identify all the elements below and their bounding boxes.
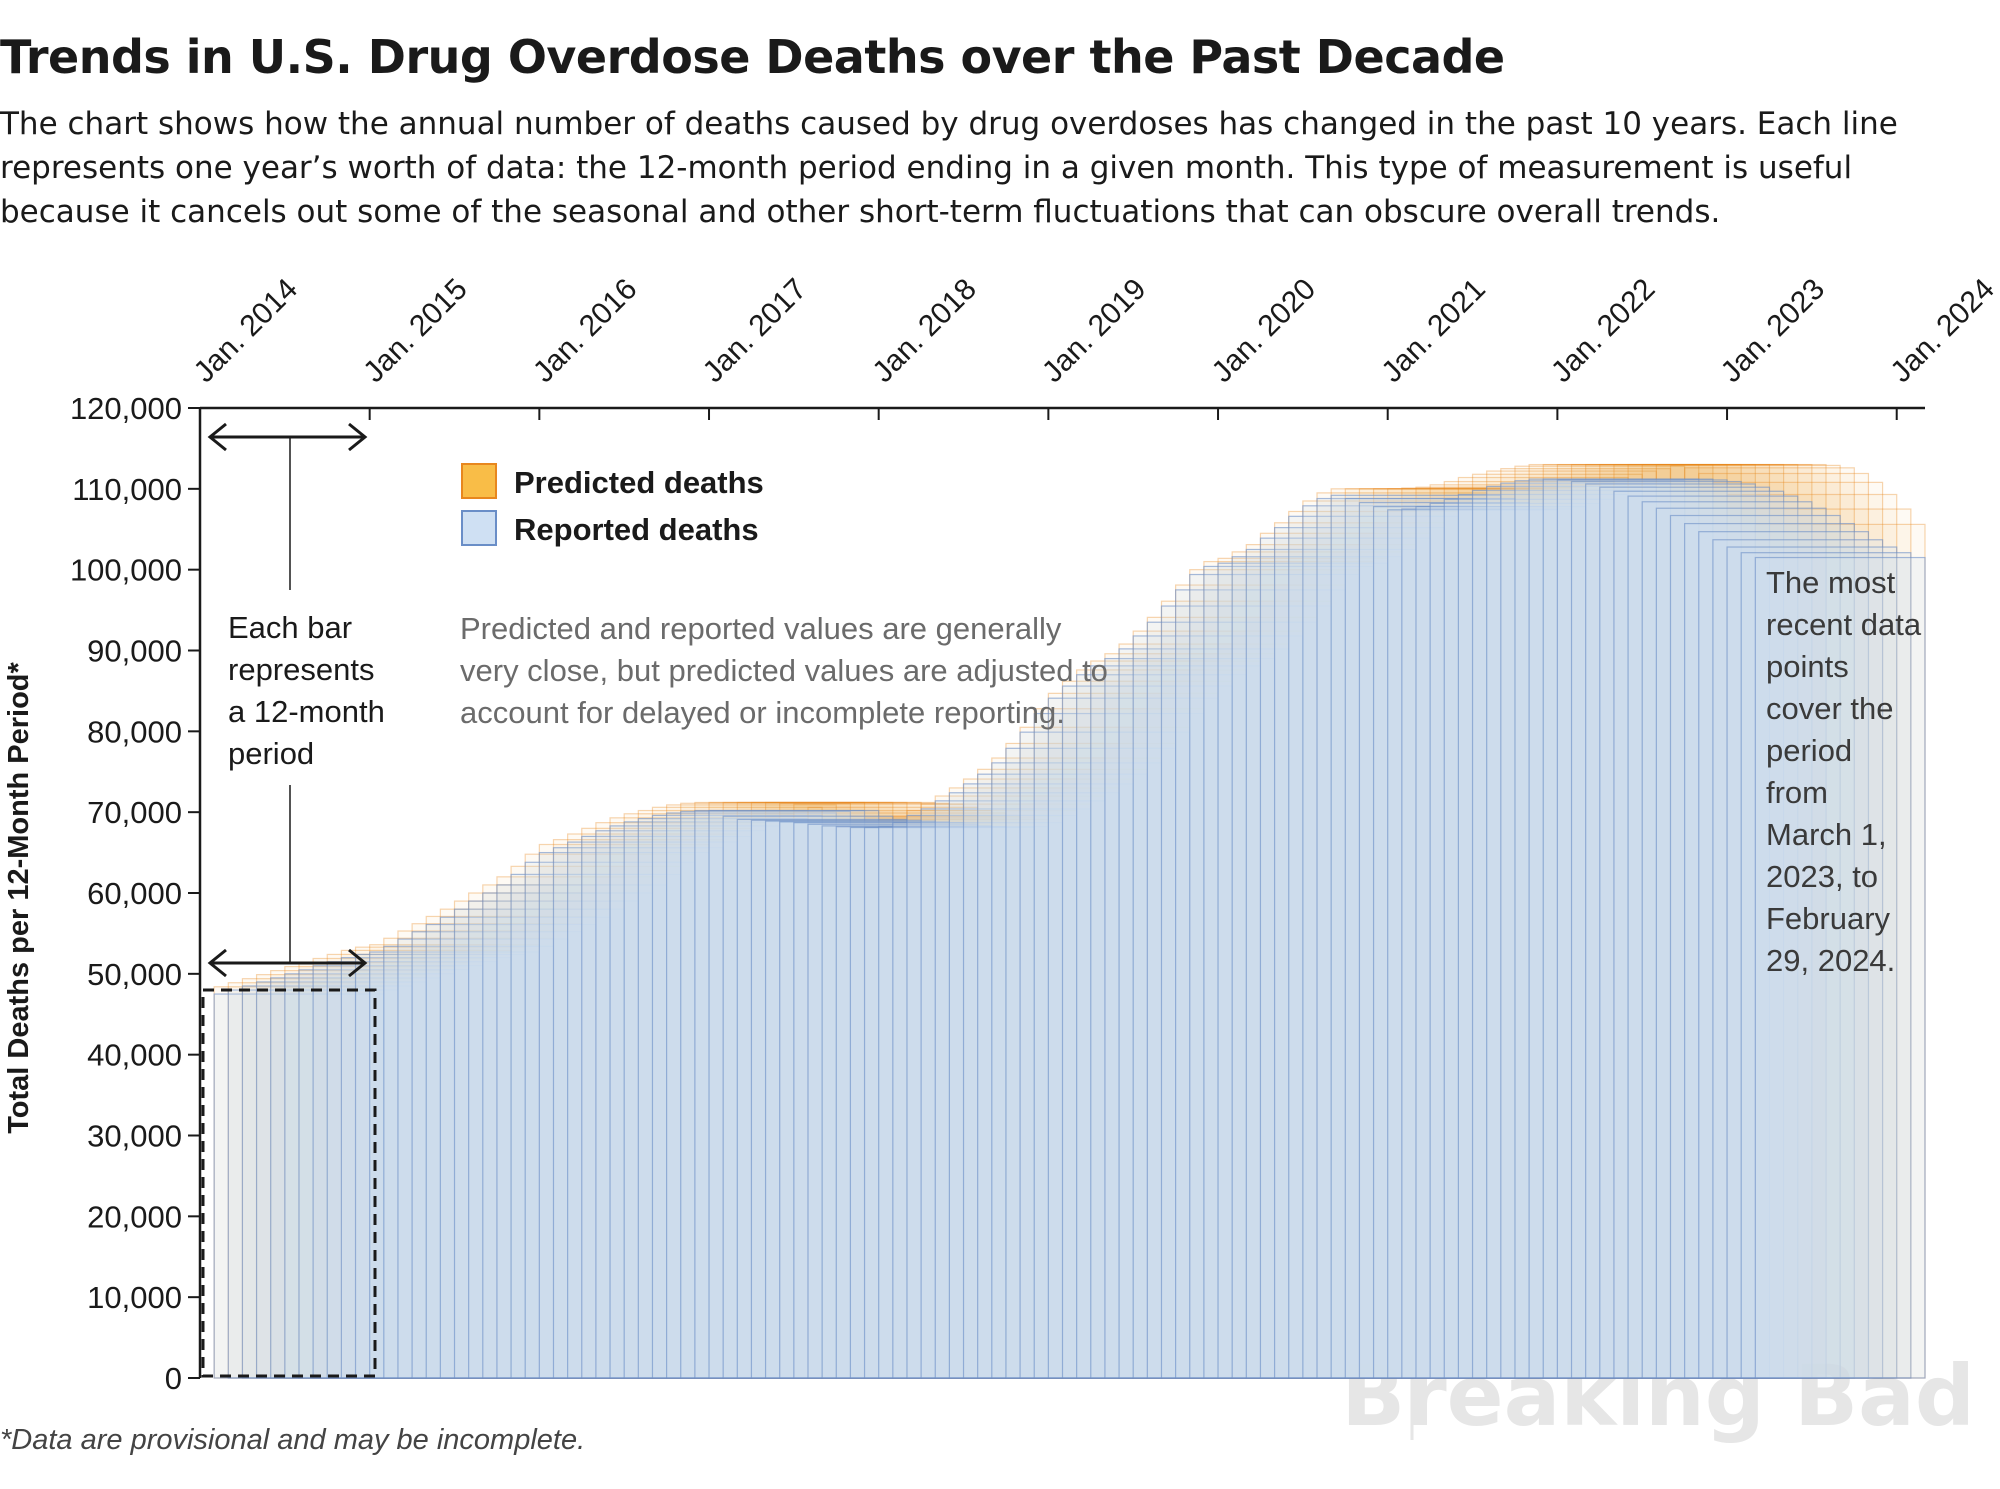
y-tick-label: 90,000 (87, 634, 182, 669)
comparison-note-line: account for delayed or incomplete report… (460, 695, 1065, 730)
comparison-note-line: very close, but predicted values are adj… (460, 653, 1108, 688)
x-tick-label: Jan. 2014 (188, 272, 305, 389)
x-tick-label: Jan. 2016 (527, 272, 644, 389)
footnote: *Data are provisional and may be incompl… (0, 1424, 586, 1456)
legend-label-predicted: Predicted deaths (514, 465, 764, 500)
recent-data-note-line: The most (1766, 565, 1896, 600)
x-tick-label: Jan. 2022 (1545, 272, 1662, 389)
legend-swatch-reported (461, 510, 497, 546)
x-ticks: Jan. 2014 Jan. 2015 Jan. 2016 Jan. 2017 Jan.… (188, 272, 2000, 420)
period-annotation-line: period (228, 736, 314, 771)
x-tick-label: Jan. 2019 (1036, 272, 1153, 389)
y-tick-label: 0 (165, 1361, 182, 1396)
y-tick-label: 30,000 (87, 1119, 182, 1154)
y-tick-label: 40,000 (87, 1038, 182, 1073)
chart-title: Trends in U.S. Drug Overdose Deaths over… (0, 30, 1505, 84)
y-ticks: 0 10,000 20,000 30,000 40,000 50,000 60,000 70,… (70, 391, 200, 1396)
recent-data-note-line: period (1766, 733, 1852, 768)
recent-data-note-line: cover the (1766, 691, 1894, 726)
y-tick-label: 20,000 (87, 1199, 182, 1234)
period-annotation-line: represents (228, 652, 374, 687)
comparison-note: Predicted and reported values are genera… (460, 611, 1117, 730)
y-tick-label: 110,000 (72, 472, 182, 507)
y-tick-label: 100,000 (70, 553, 182, 588)
bars-layer (213, 463, 1926, 1379)
y-tick-label: 60,000 (87, 876, 182, 911)
period-annotation-text: Each bar represents a 12-month period (228, 610, 393, 771)
x-tick-label: Jan. 2021 (1375, 272, 1492, 389)
watermark: Breaking Bad (1341, 1347, 1975, 1445)
reported-bar (1754, 556, 1926, 1379)
y-tick-label: 70,000 (87, 795, 182, 830)
x-tick-label: Jan. 2018 (866, 272, 983, 389)
y-axis-title: Total Deaths per 12-Month Period* (3, 661, 35, 1133)
y-tick-label: 120,000 (70, 391, 182, 426)
bottom-arrow-left-head (207, 948, 227, 978)
period-annotation-line: Each bar (228, 610, 352, 645)
y-tick-label: 10,000 (87, 1280, 182, 1315)
period-annotation-line: a 12-month (228, 694, 385, 729)
recent-data-note-line: March 1, (1766, 817, 1887, 852)
top-arrow-right-head (348, 422, 368, 452)
period-annotation: Each bar represents a 12-month period (201, 422, 393, 1378)
bottom-arrow-right-head (348, 948, 368, 978)
comparison-note-line: Predicted and reported values are genera… (460, 611, 1062, 646)
legend: Predicted deaths Reported deaths (461, 463, 764, 547)
x-tick-label: Jan. 2017 (697, 272, 814, 389)
y-tick-label: 80,000 (87, 714, 182, 749)
legend-label-reported: Reported deaths (514, 512, 759, 547)
recent-data-note-line: February (1766, 901, 1891, 936)
legend-swatch-predicted (461, 463, 497, 499)
recent-data-note-line: 29, 2024. (1766, 943, 1895, 978)
x-tick-label: Jan. 2024 (1884, 272, 2000, 389)
recent-data-note-line: recent data (1766, 607, 1922, 642)
reported-bar (1740, 552, 1912, 1379)
top-arrow-left-head (207, 422, 227, 452)
highlighted-period-box (201, 988, 377, 1378)
recent-data-note-line: 2023, to (1766, 859, 1878, 894)
recent-data-note-line: from (1766, 775, 1828, 810)
x-tick-label: Jan. 2015 (357, 272, 474, 389)
x-tick-label: Jan. 2020 (1206, 272, 1323, 389)
recent-data-note-line: points (1766, 649, 1849, 684)
y-tick-label: 50,000 (87, 957, 182, 992)
chart-subtitle: The chart shows how the annual number of… (0, 106, 1898, 230)
x-tick-label: Jan. 2023 (1715, 272, 1832, 389)
recent-data-note: The most recent data points cover the pe… (1766, 565, 1930, 978)
